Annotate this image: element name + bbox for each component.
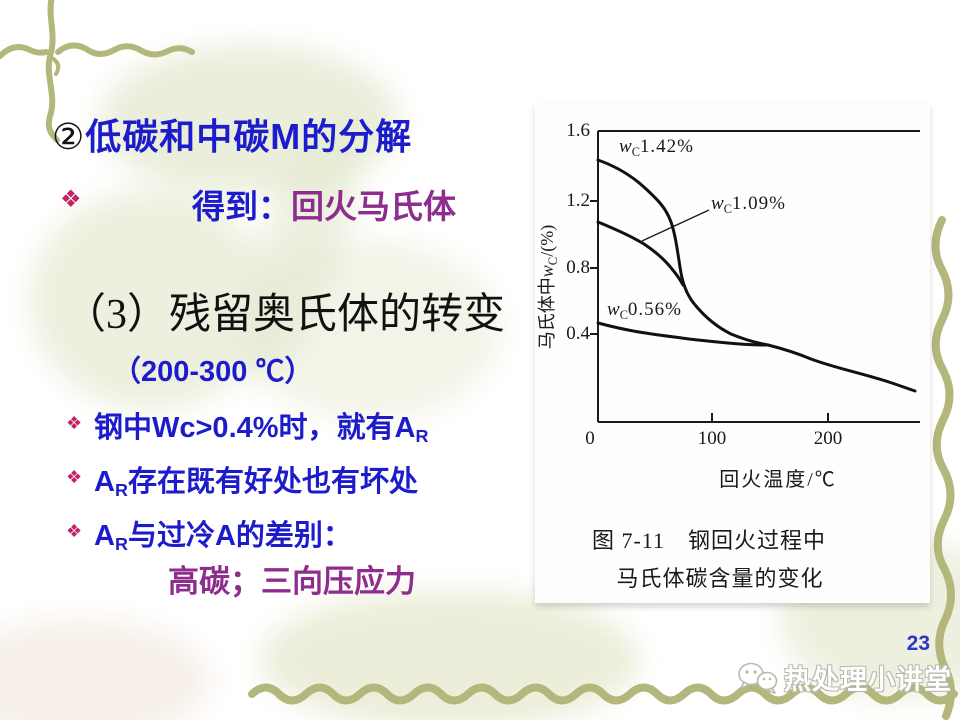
- curve-label-subscript: C: [723, 201, 732, 216]
- curve-label-symbol: w: [619, 136, 632, 157]
- curve-label-symbol: w: [711, 193, 724, 214]
- y-tick-0.8: 0.8: [566, 257, 590, 278]
- curve-label-value: 0.56%: [627, 299, 682, 320]
- y-axis-label-text: 马氏体中: [537, 277, 557, 350]
- bullet1-line: 得到：回火马氏体: [192, 180, 456, 228]
- bullet1-emphasis-text: 回火马氏体: [291, 188, 456, 225]
- bullet1-lead-text: 得到：: [192, 188, 291, 225]
- section-title: （3）残留奥氏体的转变: [64, 292, 506, 338]
- wechat-icon: [738, 662, 778, 694]
- curve-label-1.09: wC1.09%: [711, 193, 786, 216]
- bullet4-text: 与过冷A的差别：: [127, 520, 352, 552]
- curve-label-subscript: C: [631, 144, 640, 159]
- bullet-diamond-icon: ❖: [60, 186, 82, 213]
- bullet4-line: AR与过冷A的差别：: [94, 512, 352, 554]
- curve-label-value: 1.42%: [639, 136, 694, 157]
- bullet2-line: 钢中Wc>0.4%时，就有AR: [94, 404, 428, 446]
- watermark-text: 热处理小讲堂: [784, 665, 952, 695]
- y-axis-label-subscript: C: [545, 256, 560, 266]
- bullet3-line: AR存在既有好处也有坏处: [94, 458, 418, 500]
- bullet4-subscript: R: [114, 534, 128, 555]
- slide-heading: ②低碳和中碳M的分解: [52, 108, 412, 160]
- figure-caption-line2: 马氏体碳含量的变化: [616, 566, 824, 591]
- curve-wc-0.56: [596, 321, 770, 347]
- figure-panel: 1.6 1.2 0.8 0.4 0 100 200 马氏体中wC/(%) 回火温…: [535, 103, 930, 603]
- y-axis-label: 马氏体中wC/(%): [533, 179, 560, 395]
- bullet3-subscript: R: [114, 480, 128, 501]
- x-tick-100: 100: [697, 428, 727, 449]
- y-axis-label-symbol: w: [537, 265, 557, 278]
- x-axis-label: 回火温度/℃: [719, 469, 837, 491]
- page-number: 23: [906, 632, 930, 655]
- bullet-diamond-icon: ❖: [66, 467, 83, 487]
- bullet3-text: 存在既有好处也有坏处: [127, 466, 418, 498]
- curve-label-0.56: wC0.56%: [607, 299, 682, 322]
- y-tick-1.6: 1.6: [566, 120, 590, 141]
- bullet2-text: 钢中Wc>0.4%时，就有A: [94, 412, 416, 444]
- bullet-diamond-icon: ❖: [66, 413, 83, 433]
- curve-wc-1.42: [596, 158, 917, 393]
- bullet-diamond-icon: ❖: [66, 521, 83, 541]
- figure-caption-line1: 图 7-11 钢回火过程中: [591, 528, 826, 553]
- heading-text: 低碳和中碳M的分解: [85, 116, 413, 157]
- watermark: 热处理小讲堂: [736, 658, 952, 697]
- x-tick-200: 200: [813, 428, 843, 449]
- temperature-range: （200-300 ℃）: [112, 356, 314, 388]
- y-tick-0.4: 0.4: [566, 323, 590, 344]
- y-axis-label-units: /(%): [537, 224, 557, 257]
- y-tick-1.2: 1.2: [566, 190, 590, 211]
- curve-label-value: 1.09%: [731, 193, 786, 214]
- curve-label-symbol: w: [607, 299, 620, 320]
- chart-axes: [590, 130, 920, 423]
- label-leader-line: [641, 209, 710, 242]
- vine-right-icon: [931, 216, 955, 720]
- note-text: 高碳；三向压应力: [168, 564, 416, 599]
- curve-wc-1.09: [596, 220, 685, 287]
- chart-canvas: [590, 130, 920, 423]
- bullet3-symbol: A: [94, 466, 115, 498]
- curve-label-1.42: wC1.42%: [619, 136, 694, 159]
- bullet4-symbol: A: [94, 520, 115, 552]
- curve-label-subscript: C: [619, 307, 628, 322]
- x-tick-0: 0: [585, 428, 595, 449]
- bullet2-subscript: R: [415, 426, 429, 447]
- heading-circled-number: ②: [52, 116, 86, 157]
